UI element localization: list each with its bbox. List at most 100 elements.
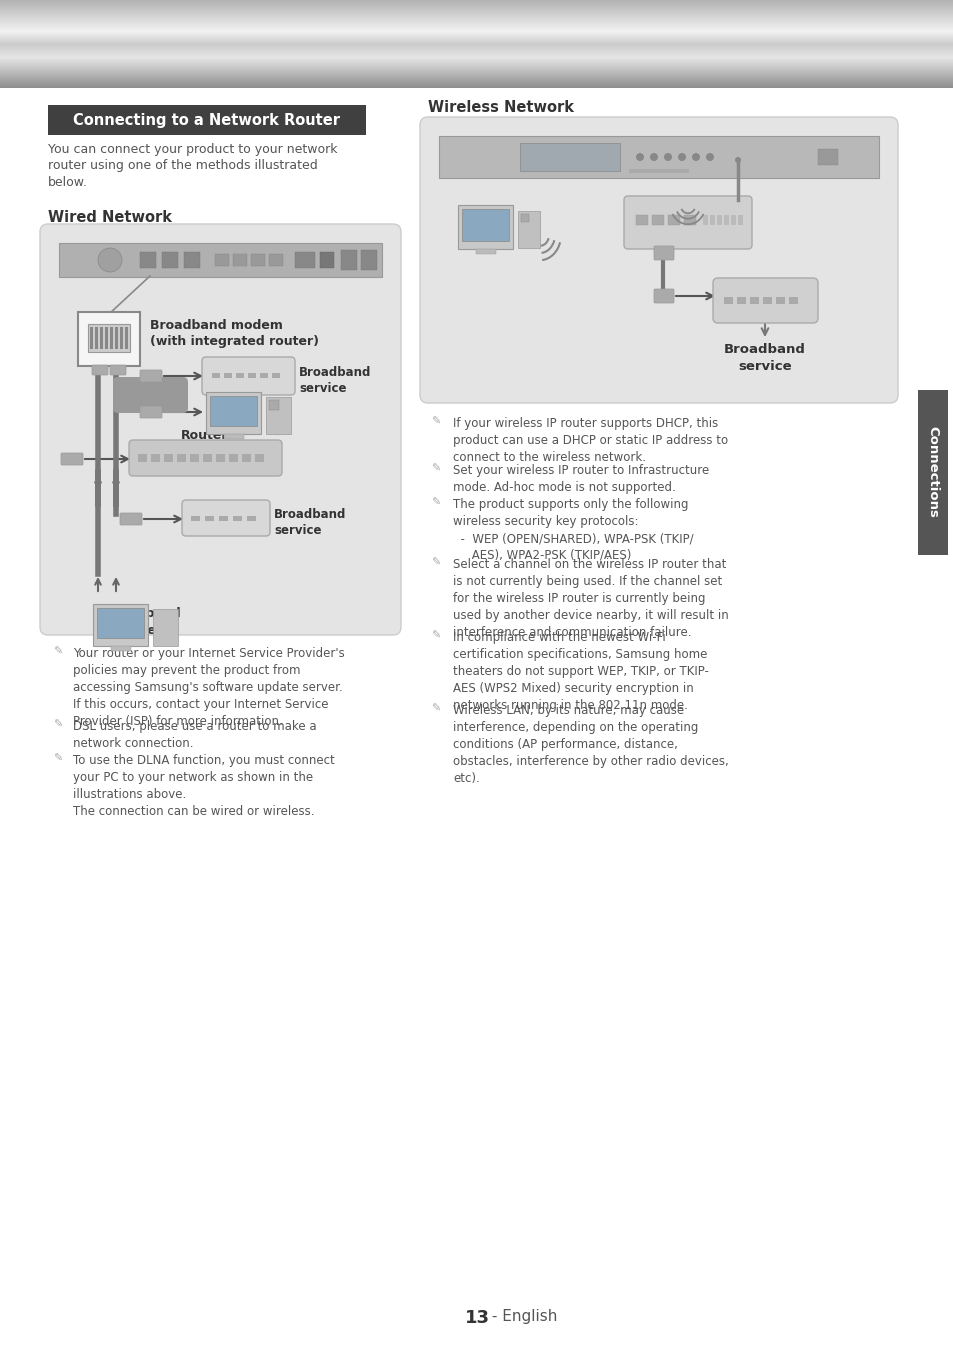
- Bar: [205, 516, 213, 521]
- Bar: [224, 435, 244, 439]
- Bar: [461, 209, 509, 241]
- FancyBboxPatch shape: [140, 370, 162, 382]
- Text: Wireless Network: Wireless Network: [428, 100, 574, 115]
- Bar: [762, 297, 771, 305]
- FancyBboxPatch shape: [112, 376, 188, 413]
- Text: Set your wireless IP router to Infrastructure
mode. Ad-hoc mode is not supported: Set your wireless IP router to Infrastru…: [453, 464, 708, 494]
- Text: Router: Router: [181, 429, 229, 441]
- Bar: [702, 215, 707, 225]
- Text: DSL users, please use a router to make a
network connection.: DSL users, please use a router to make a…: [73, 720, 316, 750]
- Bar: [294, 252, 314, 268]
- Bar: [360, 250, 376, 269]
- Text: Broadband
service: Broadband service: [723, 343, 805, 372]
- Bar: [457, 204, 513, 249]
- Bar: [723, 297, 732, 305]
- Bar: [519, 144, 619, 171]
- FancyBboxPatch shape: [110, 366, 126, 375]
- Bar: [717, 215, 721, 225]
- FancyBboxPatch shape: [654, 246, 673, 260]
- Bar: [97, 608, 144, 638]
- Bar: [319, 252, 334, 268]
- Bar: [229, 454, 237, 462]
- Text: You can connect your product to your network
router using one of the methods ill: You can connect your product to your net…: [48, 144, 337, 190]
- Circle shape: [734, 157, 740, 162]
- Text: ✎: ✎: [431, 704, 440, 714]
- Bar: [140, 252, 156, 268]
- Bar: [272, 372, 280, 378]
- Bar: [184, 252, 200, 268]
- Text: ■: ■: [740, 152, 749, 162]
- Text: Broadband
service: Broadband service: [274, 508, 346, 538]
- Bar: [476, 249, 496, 255]
- Bar: [723, 215, 728, 225]
- Text: Wireless LAN, by its nature, may cause
interference, depending on the operating
: Wireless LAN, by its nature, may cause i…: [453, 704, 728, 785]
- Bar: [111, 646, 131, 651]
- Bar: [212, 372, 220, 378]
- Bar: [190, 454, 199, 462]
- Bar: [749, 297, 759, 305]
- Bar: [92, 604, 148, 646]
- Bar: [651, 215, 663, 225]
- Bar: [788, 297, 797, 305]
- Bar: [88, 324, 130, 352]
- Text: ✎: ✎: [431, 417, 440, 427]
- Text: SAMSUNG: SAMSUNG: [452, 145, 494, 153]
- Bar: [105, 328, 108, 349]
- FancyBboxPatch shape: [78, 311, 140, 366]
- Bar: [110, 328, 112, 349]
- Text: 13: 13: [464, 1309, 489, 1327]
- Bar: [162, 252, 178, 268]
- Text: ✎: ✎: [53, 754, 62, 764]
- FancyBboxPatch shape: [61, 454, 83, 464]
- Bar: [224, 372, 232, 378]
- Text: The product supports only the following
wireless security key protocols:
  -  WE: The product supports only the following …: [453, 498, 693, 562]
- FancyBboxPatch shape: [129, 440, 282, 477]
- FancyBboxPatch shape: [202, 357, 294, 395]
- Circle shape: [678, 153, 685, 161]
- FancyBboxPatch shape: [91, 366, 108, 375]
- Text: ✎: ✎: [431, 631, 440, 640]
- Text: Broadband modem
(with integrated router): Broadband modem (with integrated router): [150, 320, 318, 348]
- Text: - English: - English: [486, 1309, 557, 1324]
- Circle shape: [636, 153, 643, 161]
- Bar: [214, 255, 229, 265]
- Bar: [738, 215, 742, 225]
- Bar: [775, 297, 784, 305]
- Bar: [266, 397, 291, 435]
- Bar: [152, 609, 178, 646]
- Bar: [100, 328, 103, 349]
- Bar: [90, 328, 92, 349]
- Text: Or: Or: [140, 389, 159, 402]
- Bar: [206, 393, 261, 435]
- Bar: [151, 454, 160, 462]
- Bar: [48, 106, 366, 135]
- FancyBboxPatch shape: [623, 196, 751, 249]
- FancyBboxPatch shape: [59, 242, 381, 278]
- Bar: [242, 454, 251, 462]
- FancyBboxPatch shape: [712, 278, 817, 324]
- Text: ■: ■: [840, 152, 849, 162]
- Circle shape: [663, 153, 671, 161]
- Bar: [737, 297, 745, 305]
- FancyBboxPatch shape: [438, 135, 878, 177]
- FancyBboxPatch shape: [120, 513, 142, 525]
- FancyBboxPatch shape: [419, 116, 897, 403]
- Text: ■: ■: [789, 152, 799, 162]
- Text: ✎: ✎: [53, 647, 62, 657]
- Text: Wired Network: Wired Network: [48, 210, 172, 225]
- Text: Wireless IP sharer: Wireless IP sharer: [627, 169, 755, 181]
- Circle shape: [98, 248, 122, 272]
- Text: ✎: ✎: [431, 464, 440, 474]
- Bar: [817, 149, 837, 165]
- Text: Connections: Connections: [925, 427, 939, 519]
- Bar: [269, 255, 283, 265]
- Bar: [177, 454, 186, 462]
- Circle shape: [691, 153, 700, 161]
- Bar: [248, 372, 255, 378]
- Bar: [254, 454, 264, 462]
- Bar: [164, 454, 172, 462]
- Circle shape: [705, 153, 713, 161]
- Bar: [517, 211, 539, 248]
- Text: Connecting to a Network Router: Connecting to a Network Router: [73, 112, 340, 127]
- Circle shape: [649, 153, 658, 161]
